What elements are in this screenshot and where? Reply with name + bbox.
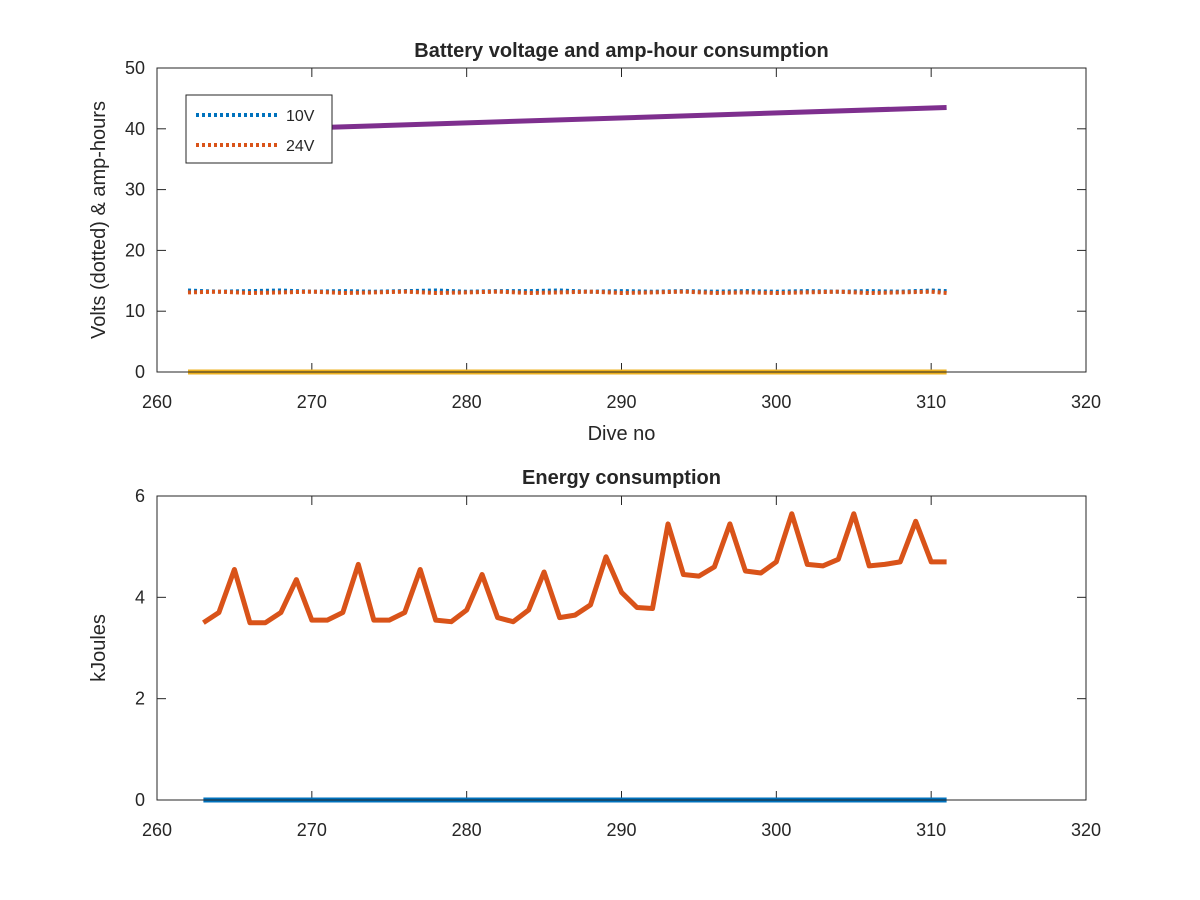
y-axis-label: Volts (dotted) & amp-hours bbox=[88, 101, 110, 339]
x-tick-label: 310 bbox=[916, 820, 946, 840]
plot-frame bbox=[156, 67, 1087, 373]
chart-title: Battery voltage and amp-hour consumption bbox=[414, 40, 828, 62]
x-tick-label: 270 bbox=[297, 392, 327, 412]
x-tick-label: 290 bbox=[606, 820, 636, 840]
y-tick-label: 0 bbox=[135, 362, 145, 382]
y-axis-label: kJoules bbox=[88, 614, 110, 682]
x-tick-label: 300 bbox=[761, 820, 791, 840]
x-tick-label: 320 bbox=[1071, 392, 1101, 412]
x-tick-label: 260 bbox=[142, 820, 172, 840]
x-tick-label: 300 bbox=[761, 392, 791, 412]
x-tick-label: 270 bbox=[297, 820, 327, 840]
y-tick-label: 40 bbox=[125, 119, 145, 139]
legend-label-10v: 10V bbox=[286, 108, 315, 125]
y-tick-label: 4 bbox=[135, 587, 145, 607]
energy-chart: 260 270 280 290 300 310 320 0 2 4 6 Energy consump… bbox=[88, 467, 1101, 840]
y-tick-label: 20 bbox=[125, 240, 145, 260]
x-tick-label: 280 bbox=[452, 392, 482, 412]
legend-box bbox=[185, 94, 333, 164]
y-tick-label: 30 bbox=[125, 180, 145, 200]
legend-label-24v: 24V bbox=[286, 138, 315, 155]
x-tick-label: 260 bbox=[142, 392, 172, 412]
plot-area bbox=[157, 496, 1086, 800]
voltage-amphour-chart: 260 270 280 290 300 310 320 0 10 20 30 40 50 Battery… bbox=[88, 40, 1101, 445]
y-tick-label: 50 bbox=[125, 58, 145, 78]
axis-ticks: 260 270 280 290 300 310 320 0 2 4 6 bbox=[135, 486, 1101, 840]
x-tick-label: 320 bbox=[1071, 820, 1101, 840]
x-tick-label: 310 bbox=[916, 392, 946, 412]
series-line-1 bbox=[202, 511, 947, 626]
x-tick-label: 280 bbox=[452, 820, 482, 840]
y-tick-label: 0 bbox=[135, 790, 145, 810]
y-tick-label: 10 bbox=[125, 301, 145, 321]
y-tick-label: 2 bbox=[135, 689, 145, 709]
chart-title: Energy consumption bbox=[522, 467, 721, 489]
y-tick-label: 6 bbox=[135, 486, 145, 506]
x-tick-label: 290 bbox=[606, 392, 636, 412]
plot-frame bbox=[156, 495, 1087, 801]
axis-ticks: 260 270 280 290 300 310 320 0 10 20 30 40 50 bbox=[125, 58, 1101, 412]
x-axis-label: Dive no bbox=[588, 423, 656, 445]
legend: 10V 24V bbox=[185, 94, 333, 164]
